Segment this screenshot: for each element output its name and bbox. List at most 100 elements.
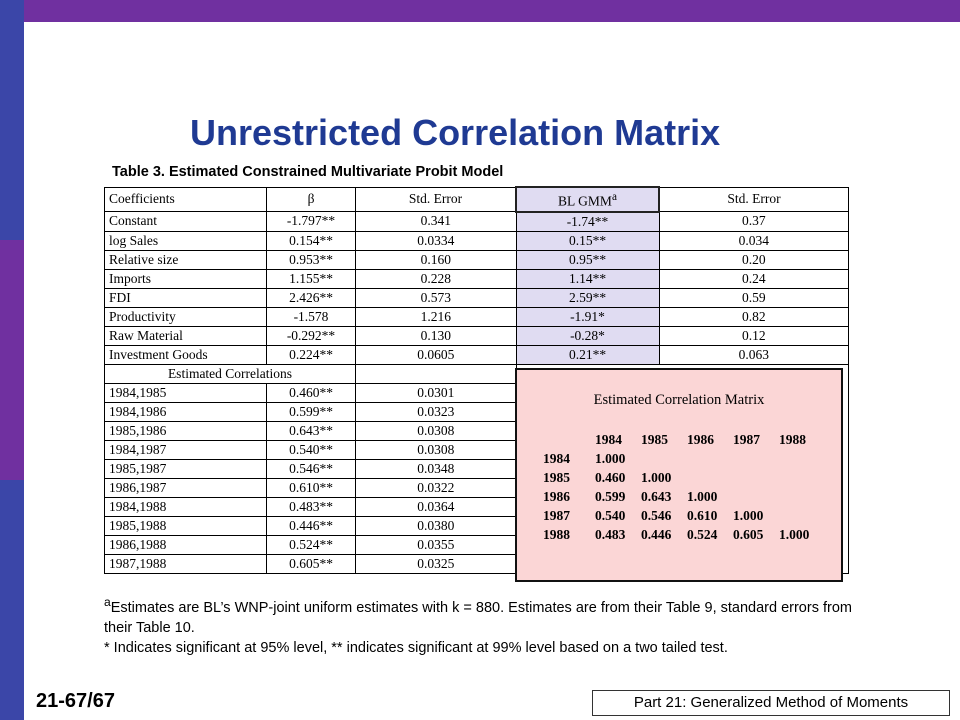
inset-row-header: 1988 [543, 527, 570, 542]
table-cell: 0.0325 [355, 553, 517, 574]
table-cell: 1986,1988 [104, 534, 267, 555]
inset-matrix-table: 1984 1985 1986 1987 1988 1984 1.000 1985 0.460 1.… [543, 430, 825, 544]
table-cell: -1.797** [266, 211, 356, 232]
inset-col-header: 1984 [595, 432, 622, 447]
table-cell: 0.0364 [355, 496, 517, 517]
table-cell: 0.524** [266, 534, 356, 555]
table-cell: 2.426** [266, 287, 356, 308]
inset-row: 1987 0.540 0.546 0.610 1.000 [543, 506, 825, 525]
table-cell: -1.91* [515, 306, 660, 327]
table-row: 1985,1987 0.546** 0.0348 [104, 458, 849, 479]
table-cell: 0.034 [658, 230, 849, 251]
table-cell: 0.20 [658, 249, 849, 270]
table-cell: 0.446** [266, 515, 356, 536]
table-cell: 0.643** [266, 420, 356, 441]
table-cell: 0.610** [266, 477, 356, 498]
table-row: 1987,1988 0.605** 0.0325 [104, 553, 849, 574]
table-cell: 0.224** [266, 344, 356, 365]
table-row: 1986,1987 0.610** 0.0322 [104, 477, 849, 498]
table-cell: 0.0334 [355, 230, 517, 251]
table-row: 1984,1985 0.460** 0.0301 [104, 382, 849, 403]
table-cell: log Sales [104, 230, 267, 251]
inset-cell [641, 449, 687, 468]
table-cell: 0.063 [658, 344, 849, 365]
table-cell: 0.0605 [355, 344, 517, 365]
table-cell: Productivity [104, 306, 267, 327]
table-cell: 0.0322 [355, 477, 517, 498]
inset-cell [733, 468, 779, 487]
table-cell: 0.12 [658, 325, 849, 346]
inset-cell: 0.483 [595, 527, 626, 542]
table-cell: 1987,1988 [104, 553, 267, 574]
table-cell: -0.28* [515, 325, 660, 346]
inset-cell: 1.000 [595, 451, 626, 466]
inset-row: 1985 0.460 1.000 [543, 468, 825, 487]
table-cell: 1984,1988 [104, 496, 267, 517]
inset-cell [687, 449, 733, 468]
correlation-matrix-inset: Estimated Correlation Matrix 1984 1985 198… [515, 368, 843, 582]
footnote-significance: * Indicates significant at 95% level, **… [104, 639, 728, 656]
table-cell: Constant [104, 211, 267, 232]
table-cell: 1984,1985 [104, 382, 267, 403]
inset-header-row: 1984 1985 1986 1987 1988 [543, 430, 825, 449]
table-row: FDI 2.426** 0.573 2.59** 0.59 [104, 287, 849, 308]
table-cell: 1.216 [355, 306, 517, 327]
inset-col-header: 1988 [779, 432, 806, 447]
header-bl-gmm: BL GMMa [515, 186, 660, 213]
section-label: Estimated Correlations [104, 363, 356, 384]
table-cell: 0.605** [266, 553, 356, 574]
header-bl-gmm-footnote-marker: a [611, 191, 617, 203]
table-cell: 1985,1986 [104, 420, 267, 441]
inset-col-header [543, 430, 595, 449]
table-cell: 0.953** [266, 249, 356, 270]
inset-cell: 0.643 [641, 489, 672, 504]
table-cell: 0.59 [658, 287, 849, 308]
inset-cell: 0.524 [687, 527, 718, 542]
inset-cell [779, 449, 825, 468]
table-cell: 0.0348 [355, 458, 517, 479]
table-row: 1984,1986 0.599** 0.0323 [104, 401, 849, 422]
table-cell: 0.0380 [355, 515, 517, 536]
footnote-a: aEstimates are BL’s WNP-joint uniform es… [104, 592, 854, 638]
table-cell: 0.82 [658, 306, 849, 327]
slide-title: Unrestricted Correlation Matrix [190, 112, 721, 153]
table-cell: 0.0308 [355, 439, 517, 460]
table-cell: 0.15** [515, 230, 660, 251]
inset-col-header: 1985 [641, 432, 668, 447]
inset-row: 1986 0.599 0.643 1.000 [543, 487, 825, 506]
table-cell: -1.74** [515, 211, 660, 232]
table-cell: 0.37 [658, 211, 849, 232]
inset-cell: 0.605 [733, 527, 764, 542]
table-cell: 2.59** [515, 287, 660, 308]
left-accent-bar [0, 0, 24, 720]
left-accent-segment-bottom [0, 480, 24, 720]
table-cell: 0.95** [515, 249, 660, 270]
inset-cell: 1.000 [733, 508, 764, 523]
inset-cell [687, 468, 733, 487]
table-cell: -1.578 [266, 306, 356, 327]
inset-cell: 1.000 [687, 489, 718, 504]
header-coefficients: Coefficients [104, 186, 267, 212]
inset-row: 1984 1.000 [543, 449, 825, 468]
table-row: Imports 1.155** 0.228 1.14** 0.24 [104, 268, 849, 289]
table-cell: 1.14** [515, 268, 660, 289]
inset-col-header: 1987 [733, 432, 760, 447]
inset-cell [733, 449, 779, 468]
inset-cell [779, 506, 825, 525]
table-cell [355, 363, 517, 384]
table-cell: Investment Goods [104, 344, 267, 365]
inset-cell: 0.446 [641, 527, 672, 542]
header-bl-std-error: Std. Error [658, 186, 849, 212]
table-caption: Table 3. Estimated Constrained Multivari… [112, 164, 504, 180]
inset-cell: 0.610 [687, 508, 718, 523]
table-cell: 0.0355 [355, 534, 517, 555]
inset-row-header: 1985 [543, 470, 570, 485]
table-row: 1984,1988 0.483** 0.0364 [104, 496, 849, 517]
table-cell: 0.0308 [355, 420, 517, 441]
inset-col-header: 1986 [687, 432, 714, 447]
header-std-error: Std. Error [355, 186, 517, 212]
table-cell: 0.130 [355, 325, 517, 346]
table-cell: 0.160 [355, 249, 517, 270]
inset-cell: 0.460 [595, 470, 626, 485]
table-cell: 0.24 [658, 268, 849, 289]
